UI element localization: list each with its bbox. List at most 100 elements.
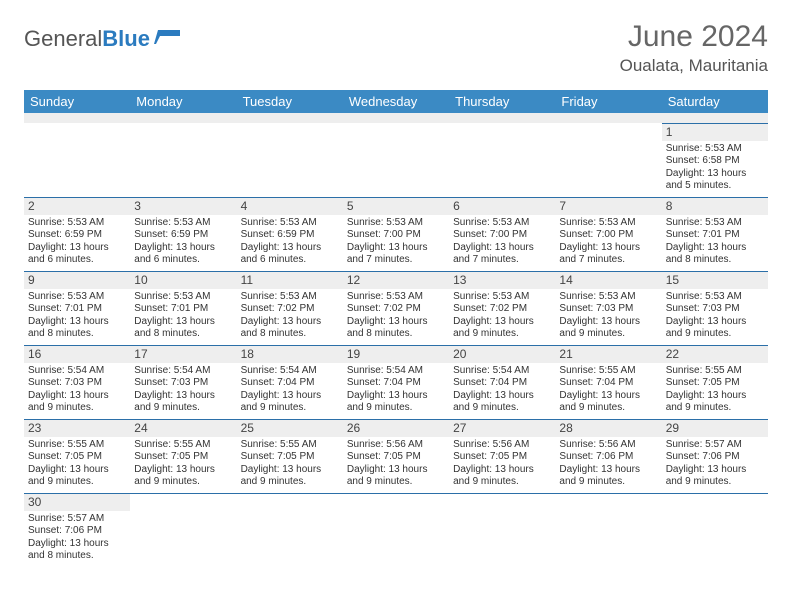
- day-number: 1: [662, 124, 768, 141]
- daylight-text: Daylight: 13 hours: [453, 316, 551, 329]
- daylight-text: Daylight: 13 hours: [28, 464, 126, 477]
- day-number: 23: [24, 420, 130, 437]
- daylight-text: Daylight: 13 hours: [666, 390, 764, 403]
- day-header: Sunday: [24, 90, 130, 113]
- daylight-text: and 9 minutes.: [347, 476, 445, 489]
- calendar-cell: 29Sunrise: 5:57 AMSunset: 7:06 PMDayligh…: [662, 419, 768, 493]
- month-title: June 2024: [620, 20, 768, 54]
- daylight-text: and 9 minutes.: [666, 402, 764, 415]
- sunrise-text: Sunrise: 5:56 AM: [453, 439, 551, 452]
- daylight-text: and 9 minutes.: [559, 402, 657, 415]
- daylight-text: and 8 minutes.: [28, 328, 126, 341]
- day-header: Saturday: [662, 90, 768, 113]
- sunrise-text: Sunrise: 5:54 AM: [28, 365, 126, 378]
- sunrise-text: Sunrise: 5:56 AM: [559, 439, 657, 452]
- daylight-text: Daylight: 13 hours: [28, 390, 126, 403]
- daylight-text: Daylight: 13 hours: [347, 316, 445, 329]
- sunrise-text: Sunrise: 5:56 AM: [347, 439, 445, 452]
- calendar-cell: [449, 493, 555, 567]
- sunset-text: Sunset: 6:59 PM: [28, 229, 126, 242]
- calendar-cell: 24Sunrise: 5:55 AMSunset: 7:05 PMDayligh…: [130, 419, 236, 493]
- calendar-week-row: 1Sunrise: 5:53 AMSunset: 6:58 PMDaylight…: [24, 123, 768, 197]
- sunrise-text: Sunrise: 5:54 AM: [347, 365, 445, 378]
- daylight-text: Daylight: 13 hours: [666, 316, 764, 329]
- calendar-cell: 26Sunrise: 5:56 AMSunset: 7:05 PMDayligh…: [343, 419, 449, 493]
- sunrise-text: Sunrise: 5:57 AM: [666, 439, 764, 452]
- calendar-cell: 16Sunrise: 5:54 AMSunset: 7:03 PMDayligh…: [24, 345, 130, 419]
- calendar-cell: 18Sunrise: 5:54 AMSunset: 7:04 PMDayligh…: [237, 345, 343, 419]
- daylight-text: Daylight: 13 hours: [241, 242, 339, 255]
- calendar-cell: 22Sunrise: 5:55 AMSunset: 7:05 PMDayligh…: [662, 345, 768, 419]
- day-number: 24: [130, 420, 236, 437]
- sunset-text: Sunset: 7:00 PM: [347, 229, 445, 242]
- day-header: Wednesday: [343, 90, 449, 113]
- daylight-text: Daylight: 13 hours: [134, 316, 232, 329]
- daylight-text: Daylight: 13 hours: [241, 316, 339, 329]
- sunset-text: Sunset: 6:59 PM: [241, 229, 339, 242]
- daylight-text: and 8 minutes.: [28, 550, 126, 563]
- day-number: 30: [24, 494, 130, 511]
- daylight-text: Daylight: 13 hours: [347, 242, 445, 255]
- daylight-text: and 9 minutes.: [453, 328, 551, 341]
- logo-text-2: Blue: [102, 26, 150, 52]
- daylight-text: and 6 minutes.: [28, 254, 126, 267]
- calendar-cell: [343, 123, 449, 197]
- sunset-text: Sunset: 7:06 PM: [666, 451, 764, 464]
- daylight-text: and 9 minutes.: [28, 476, 126, 489]
- calendar-cell: [555, 123, 661, 197]
- sunrise-text: Sunrise: 5:53 AM: [453, 291, 551, 304]
- logo-text-1: General: [24, 26, 102, 52]
- daylight-text: and 9 minutes.: [241, 402, 339, 415]
- day-header-row: Sunday Monday Tuesday Wednesday Thursday…: [24, 90, 768, 113]
- title-block: June 2024 Oualata, Mauritania: [620, 20, 768, 76]
- daylight-text: Daylight: 13 hours: [347, 390, 445, 403]
- calendar-cell: [449, 123, 555, 197]
- daylight-text: and 9 minutes.: [241, 476, 339, 489]
- daylight-text: Daylight: 13 hours: [134, 464, 232, 477]
- calendar-cell: 17Sunrise: 5:54 AMSunset: 7:03 PMDayligh…: [130, 345, 236, 419]
- daylight-text: and 9 minutes.: [666, 476, 764, 489]
- daylight-text: and 6 minutes.: [241, 254, 339, 267]
- sunset-text: Sunset: 6:58 PM: [666, 155, 764, 168]
- daylight-text: and 8 minutes.: [666, 254, 764, 267]
- day-number: 15: [662, 272, 768, 289]
- calendar-week-row: 30Sunrise: 5:57 AMSunset: 7:06 PMDayligh…: [24, 493, 768, 567]
- daylight-text: and 9 minutes.: [453, 476, 551, 489]
- sunset-text: Sunset: 7:06 PM: [559, 451, 657, 464]
- sunset-text: Sunset: 7:02 PM: [241, 303, 339, 316]
- sunrise-text: Sunrise: 5:55 AM: [241, 439, 339, 452]
- daylight-text: and 9 minutes.: [453, 402, 551, 415]
- daylight-text: Daylight: 13 hours: [559, 390, 657, 403]
- calendar-cell: [130, 123, 236, 197]
- daylight-text: and 9 minutes.: [559, 476, 657, 489]
- daylight-text: and 8 minutes.: [134, 328, 232, 341]
- day-number: 11: [237, 272, 343, 289]
- sunset-text: Sunset: 7:05 PM: [347, 451, 445, 464]
- daylight-text: Daylight: 13 hours: [559, 464, 657, 477]
- day-header: Thursday: [449, 90, 555, 113]
- logo: GeneralBlue: [24, 20, 180, 52]
- sunrise-text: Sunrise: 5:53 AM: [347, 217, 445, 230]
- day-number: 9: [24, 272, 130, 289]
- calendar-cell: 2Sunrise: 5:53 AMSunset: 6:59 PMDaylight…: [24, 197, 130, 271]
- calendar-cell: 7Sunrise: 5:53 AMSunset: 7:00 PMDaylight…: [555, 197, 661, 271]
- sunrise-text: Sunrise: 5:53 AM: [666, 217, 764, 230]
- calendar-cell: 28Sunrise: 5:56 AMSunset: 7:06 PMDayligh…: [555, 419, 661, 493]
- sunrise-text: Sunrise: 5:54 AM: [134, 365, 232, 378]
- calendar-cell: 4Sunrise: 5:53 AMSunset: 6:59 PMDaylight…: [237, 197, 343, 271]
- day-number: 17: [130, 346, 236, 363]
- day-number: 10: [130, 272, 236, 289]
- day-number: 29: [662, 420, 768, 437]
- daylight-text: Daylight: 13 hours: [453, 390, 551, 403]
- day-number: 14: [555, 272, 661, 289]
- sunset-text: Sunset: 7:03 PM: [134, 377, 232, 390]
- day-number: 27: [449, 420, 555, 437]
- calendar-cell: 10Sunrise: 5:53 AMSunset: 7:01 PMDayligh…: [130, 271, 236, 345]
- daylight-text: and 9 minutes.: [28, 402, 126, 415]
- calendar-cell: 19Sunrise: 5:54 AMSunset: 7:04 PMDayligh…: [343, 345, 449, 419]
- day-number: 26: [343, 420, 449, 437]
- day-number: 19: [343, 346, 449, 363]
- sunset-text: Sunset: 7:05 PM: [666, 377, 764, 390]
- calendar-cell: 5Sunrise: 5:53 AMSunset: 7:00 PMDaylight…: [343, 197, 449, 271]
- sunset-text: Sunset: 7:01 PM: [666, 229, 764, 242]
